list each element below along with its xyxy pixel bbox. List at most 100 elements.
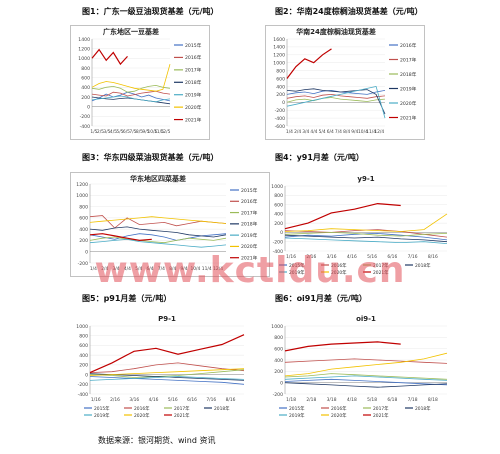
x-tick-label: 11/5 bbox=[154, 129, 164, 135]
y-tick-label: 800 bbox=[79, 334, 88, 340]
y-tick-label: -200 bbox=[80, 114, 91, 120]
chart-5-svg: P9-1 -400 -200 0 200 400 600 800 1000 1/16 2/16 3/1… bbox=[76, 315, 245, 419]
y-tick-label: 800 bbox=[276, 68, 285, 74]
x-tick-label: 7/16 bbox=[408, 254, 418, 260]
y-tick-label: 1200 bbox=[273, 53, 285, 59]
x-tick-label: 4/5 bbox=[110, 129, 117, 135]
data-source-note: 数据来源：银河期货、wind 资讯 bbox=[98, 436, 216, 445]
legend-label: 2016年 bbox=[241, 198, 258, 205]
y-tick-label: 1200 bbox=[76, 182, 88, 188]
legend-label: 2015年 bbox=[241, 187, 258, 194]
caption-chart-6: 图6：oi91月差（元/吨） bbox=[275, 294, 367, 303]
y-tick-label: 1600 bbox=[273, 37, 285, 43]
chart-panel-6: oi9-1 -200 0 200 400 600 800 1000 1/18 2/18 3/18 4/… bbox=[265, 312, 453, 424]
x-tick-label: 7/18 bbox=[408, 397, 418, 403]
legend-label: 2015年 bbox=[185, 42, 202, 49]
series-line-2020年 bbox=[89, 368, 245, 376]
legend-label: 2017年 bbox=[241, 209, 258, 216]
x-tick-label: 2/16 bbox=[306, 254, 316, 260]
legend-label: 2019年 bbox=[289, 269, 305, 276]
x-tick-label: 12/4 bbox=[213, 266, 223, 272]
series-line-2021年 bbox=[284, 202, 401, 230]
x-tick-label: 5/4 bbox=[135, 266, 142, 272]
x-tick-label: 1/18 bbox=[286, 397, 296, 403]
series-line-2016年 bbox=[89, 362, 245, 373]
y-tick-label: -400 bbox=[275, 116, 286, 122]
x-tick-label: 3/4 bbox=[302, 129, 309, 135]
x-tick-label: 9/4 bbox=[181, 266, 188, 272]
x-tick-label: 6/18 bbox=[387, 397, 397, 403]
caption-chart-1: 图1：广东一级豆油现货基差（元/吨） bbox=[82, 7, 219, 16]
legend-label: 2018年 bbox=[415, 405, 431, 412]
legend-label: 2015年 bbox=[289, 405, 305, 412]
y-tick-label: -200 bbox=[273, 240, 284, 246]
y-tick-label: 0 bbox=[280, 230, 283, 236]
y-tick-label: -200 bbox=[78, 382, 89, 388]
x-tick-label: 5/16 bbox=[168, 397, 178, 403]
series-line-2018年 bbox=[91, 96, 171, 105]
legend-label: 2020年 bbox=[185, 104, 202, 111]
x-tick-label: 3/16 bbox=[129, 397, 139, 403]
y-tick-label: 0 bbox=[280, 380, 283, 386]
series-line-2020年 bbox=[284, 213, 448, 232]
series-line-2018年 bbox=[286, 97, 386, 103]
y-tick-label: 1000 bbox=[76, 324, 88, 330]
y-tick-label: 1000 bbox=[76, 193, 88, 199]
legend-label: 2016年 bbox=[331, 262, 347, 269]
chart-title: 华东地区四菜基差 bbox=[130, 174, 186, 183]
x-tick-label: 6/4 bbox=[327, 129, 334, 135]
y-tick-label: 600 bbox=[274, 346, 283, 352]
legend-label: 2017年 bbox=[174, 405, 190, 412]
x-tick-label: 5/5 bbox=[116, 129, 123, 135]
x-tick-label: 3/16 bbox=[327, 254, 337, 260]
legend-label: 2018年 bbox=[214, 405, 230, 412]
x-tick-label: 5/4 bbox=[319, 129, 326, 135]
series-line-2017年 bbox=[284, 373, 448, 380]
y-tick-label: 200 bbox=[274, 369, 283, 375]
x-tick-label: 7/4 bbox=[158, 266, 165, 272]
x-tick-label: 1/4 bbox=[286, 129, 293, 135]
y-tick-label: -200 bbox=[78, 261, 89, 267]
legend-label: 2020年 bbox=[134, 412, 150, 419]
x-tick-label: 2/4 bbox=[294, 129, 301, 135]
legend-label: 2017年 bbox=[185, 67, 202, 74]
y-tick-label: 600 bbox=[79, 216, 88, 222]
x-tick-label: 3/4 bbox=[113, 266, 120, 272]
legend-label: 2019年 bbox=[241, 232, 258, 239]
series-line-2015年 bbox=[91, 91, 171, 102]
x-tick-label: 12/5 bbox=[161, 129, 171, 135]
chart-panel-5: P9-1 -400 -200 0 200 400 600 800 1000 1/16 2/16 3/1… bbox=[70, 312, 250, 424]
series-line-2019年 bbox=[91, 95, 171, 103]
series-line-2020年 bbox=[284, 352, 448, 377]
y-tick-label: 600 bbox=[81, 75, 90, 81]
x-tick-label: 7/4 bbox=[335, 129, 342, 135]
series-line-2019年 bbox=[284, 237, 448, 244]
series-line-2019年 bbox=[89, 376, 245, 381]
x-tick-label: 2/4 bbox=[101, 266, 108, 272]
y-tick-label: 800 bbox=[274, 335, 283, 341]
y-tick-label: 600 bbox=[274, 202, 283, 208]
chart-title: P9-1 bbox=[158, 315, 176, 323]
y-tick-label: 200 bbox=[274, 221, 283, 227]
y-tick-label: 400 bbox=[79, 353, 88, 359]
legend-label: 2016年 bbox=[185, 54, 202, 61]
legend-label: 2018年 bbox=[415, 262, 431, 269]
x-tick-label: 2/16 bbox=[110, 397, 120, 403]
chart-title: oi9-1 bbox=[356, 315, 376, 323]
y-tick-label: 0 bbox=[85, 372, 88, 378]
chart-2-svg: 华南24度棕榈油现货基差 -600 -400 -200 0 200 400 600 800100… bbox=[265, 25, 425, 140]
y-tick-label: 200 bbox=[79, 238, 88, 244]
legend-label: 2016年 bbox=[331, 405, 347, 412]
y-tick-label: 400 bbox=[81, 85, 90, 91]
legend-label: 2017年 bbox=[373, 262, 389, 269]
legend-label: 2018年 bbox=[241, 221, 258, 228]
x-tick-label: 12/4 bbox=[374, 129, 384, 135]
legend-label: 2020年 bbox=[331, 269, 347, 276]
series-line-2017年 bbox=[89, 236, 227, 244]
legend-label: 2019年 bbox=[185, 92, 202, 99]
x-tick-label: 4/4 bbox=[124, 266, 131, 272]
y-tick-label: 400 bbox=[79, 227, 88, 233]
x-tick-label: 1/16 bbox=[91, 397, 101, 403]
x-tick-label: 2/18 bbox=[306, 397, 316, 403]
series-line-2017年 bbox=[91, 84, 171, 93]
